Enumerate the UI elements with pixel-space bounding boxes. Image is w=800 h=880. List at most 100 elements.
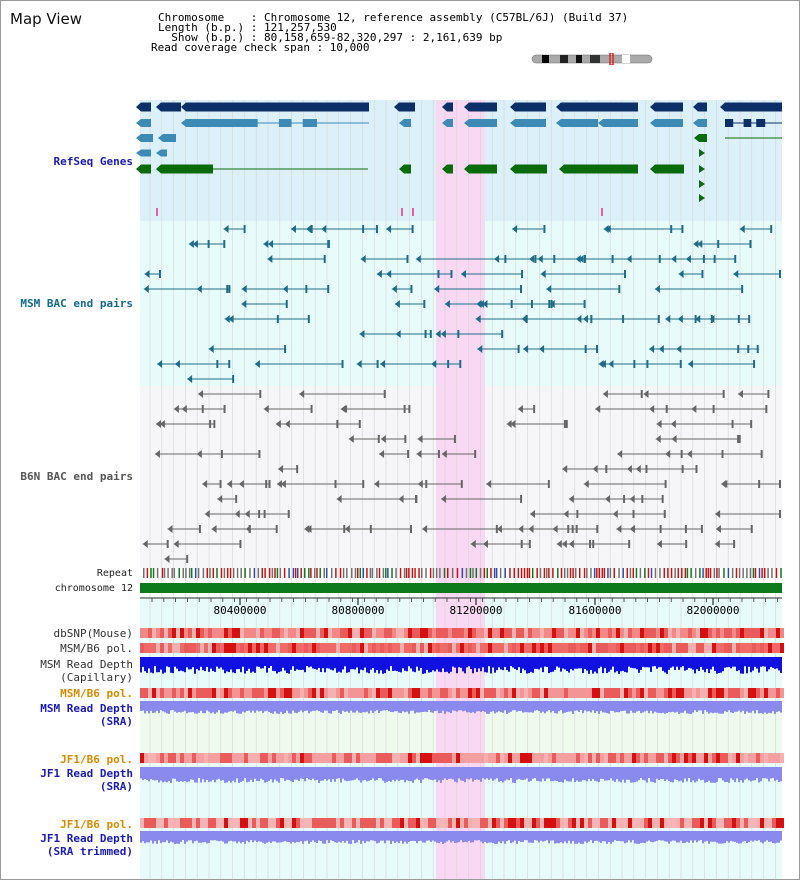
bac-end-marker	[336, 495, 342, 503]
msm-depth-sra-bar	[478, 701, 480, 712]
jf1-depth-bar	[516, 767, 518, 780]
dbsnp-heat	[332, 628, 336, 638]
msm-depth-capillary-bar	[170, 657, 172, 673]
jf1-depth-bar	[624, 767, 626, 783]
msm-depth-sra-bar	[728, 701, 730, 711]
msm-depth-capillary-bar	[390, 657, 392, 667]
jf1-depth-bar	[192, 767, 194, 780]
msm-depth-sra-bar	[380, 701, 382, 712]
jf1-depth-bar	[506, 767, 508, 780]
bac-end-marker	[655, 435, 661, 443]
jf1-pol-heat	[620, 753, 624, 763]
jf1-pol-heat	[188, 753, 192, 763]
msm-pol-sra-heat	[464, 688, 468, 698]
msm-depth-sra-bar	[778, 701, 780, 712]
bac-end-marker	[747, 345, 750, 353]
msm-depth-sra-bar	[420, 701, 422, 713]
bac-end-marker	[657, 315, 660, 323]
msm-pol-heat	[228, 643, 232, 653]
bac-end-marker	[738, 435, 741, 443]
bac-end-marker	[611, 255, 614, 263]
msm-depth-capillary-bar	[720, 657, 722, 673]
jf1-trimmed-depth-bar	[400, 831, 402, 841]
repeat-element	[171, 568, 173, 578]
bac-end-marker	[450, 270, 453, 278]
msm-depth-sra-bar	[220, 701, 222, 714]
msm-depth-sra-bar	[222, 701, 224, 714]
bac-end-marker	[377, 435, 380, 443]
bac-end-marker	[750, 525, 753, 533]
jf1-trimmed-depth-bar	[690, 831, 692, 841]
msm-depth-sra-bar	[522, 701, 524, 713]
dbsnp-heat	[656, 628, 660, 638]
jf1-depth-bar	[504, 767, 506, 781]
msm-depth-capillary-bar	[432, 657, 434, 671]
msm-pol-sra-heat	[180, 688, 184, 698]
msm-pol-sra-heat	[632, 688, 636, 698]
msm-depth-capillary-bar	[776, 657, 778, 669]
msm-pol-heat	[608, 643, 612, 653]
ideogram-position-marker	[609, 53, 614, 65]
msm-depth-capillary-bar	[200, 657, 202, 667]
jf1-pol-heat	[220, 753, 224, 763]
msm-depth-capillary-bar	[610, 657, 612, 670]
dbsnp-heat	[584, 628, 588, 638]
bac-end-marker	[562, 465, 568, 473]
msm-depth-sra-bar	[764, 701, 766, 713]
msm-depth-capillary-bar	[222, 657, 224, 670]
jf1-trimmed-depth-bar	[572, 831, 574, 842]
jf1-pol-trimmed-heat	[620, 818, 624, 828]
bac-end-marker	[228, 285, 231, 293]
jf1-depth-bar	[556, 767, 558, 782]
msm-depth-capillary-bar	[592, 657, 594, 674]
msm-pol-sra-heat	[368, 688, 372, 698]
jf1-depth-bar	[288, 767, 290, 781]
msm-depth-sra-bar	[300, 701, 302, 711]
bac-end-marker	[460, 480, 463, 488]
bac-end-marker	[263, 405, 269, 413]
msm-depth-sra-bar	[568, 701, 570, 712]
jf1-pol-heat	[600, 753, 604, 763]
jf1-trimmed-depth-bar	[550, 831, 552, 841]
jf1-depth-bar	[586, 767, 588, 782]
msm-depth-sra-bar	[592, 701, 594, 711]
jf1-depth-bar	[572, 767, 574, 779]
msm-pol-sra-heat	[552, 688, 556, 698]
dbsnp-heat	[420, 628, 424, 638]
jf1-trimmed-depth-bar	[760, 831, 762, 843]
jf1-pol-trimmed-heat	[420, 818, 424, 828]
jf1-trimmed-depth-bar	[292, 831, 294, 843]
msm-pol-heat	[256, 643, 260, 653]
dbsnp-heat	[356, 628, 360, 638]
dbsnp-heat	[692, 628, 696, 638]
msm-pol-sra-heat	[488, 688, 492, 698]
repeat-element	[566, 568, 569, 578]
jf1-trimmed-depth-bar	[594, 831, 596, 841]
msm-depth-sra-bar	[194, 701, 196, 714]
gene-exon	[699, 134, 707, 142]
chromosome-ideogram[interactable]	[530, 53, 654, 65]
bac-end-marker	[512, 225, 518, 233]
jf1-pol-heat	[264, 753, 268, 763]
msm-depth-sra-bar	[636, 701, 638, 712]
gene-exon	[743, 119, 752, 127]
dbsnp-heat	[644, 628, 648, 638]
msm-depth-sra-bar	[226, 701, 228, 713]
jf1-trimmed-depth-bar	[314, 831, 316, 843]
jf1-depth-bar	[638, 767, 640, 781]
msm-depth-capillary-bar	[174, 657, 176, 667]
jf1-trimmed-depth-bar	[480, 831, 482, 842]
selection-highlight	[436, 100, 485, 879]
jf1-trimmed-depth-bar	[758, 831, 760, 841]
bac-end-marker	[767, 390, 770, 398]
jf1-trimmed-depth-bar	[464, 831, 466, 842]
repeat-element	[613, 568, 616, 578]
bac-end-marker	[722, 390, 725, 398]
msm-depth-capillary-bar	[748, 657, 750, 667]
bac-end-marker	[440, 330, 446, 338]
page-title: Map View	[10, 10, 83, 28]
msm-pol-sra-heat	[476, 688, 480, 698]
bac-end-marker	[143, 285, 149, 293]
jf1-pol-heat	[440, 753, 444, 763]
